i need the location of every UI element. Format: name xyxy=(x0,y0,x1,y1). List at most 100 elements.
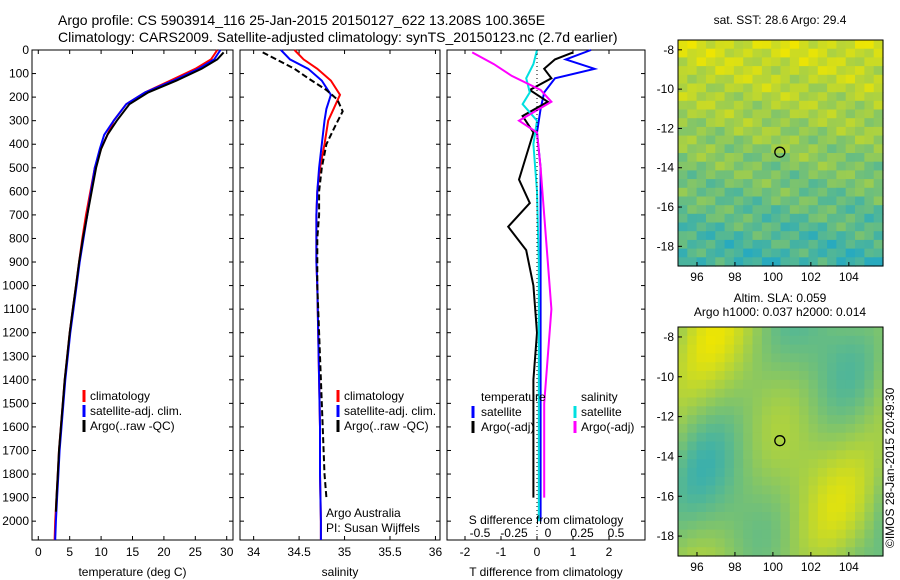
map-cell xyxy=(836,161,847,171)
map-cell xyxy=(733,547,744,557)
map-cell xyxy=(845,83,856,93)
map-cell xyxy=(752,406,763,416)
map-cell xyxy=(845,100,856,111)
map-cell xyxy=(845,538,856,548)
map-cell xyxy=(761,118,772,128)
map-cell xyxy=(687,109,698,119)
map-cell xyxy=(771,153,782,163)
map-cell xyxy=(743,144,754,154)
map-cell xyxy=(817,327,828,337)
map-cell xyxy=(743,397,754,407)
map-cell xyxy=(845,92,856,102)
map-cell xyxy=(752,144,763,154)
map-cell xyxy=(743,415,754,425)
map-cell xyxy=(771,538,782,548)
map-cell xyxy=(715,529,726,539)
map-cell xyxy=(724,92,735,102)
map-cell xyxy=(696,118,707,128)
map-cell xyxy=(761,520,772,531)
map-cell xyxy=(752,239,763,250)
map-cell xyxy=(696,109,707,119)
map-cell xyxy=(771,248,782,258)
map-cell xyxy=(817,450,828,460)
map-cell xyxy=(696,476,707,487)
map-cell xyxy=(827,512,837,522)
map-cell xyxy=(789,248,800,258)
legend-label: climatology xyxy=(344,389,404,403)
map-cell xyxy=(873,485,884,495)
map-cell xyxy=(780,432,791,443)
map-cell xyxy=(855,222,865,232)
map-cell xyxy=(715,459,726,469)
map-cell xyxy=(836,179,847,189)
map-cell xyxy=(706,231,716,241)
map-cell xyxy=(789,205,800,215)
map-cell xyxy=(873,213,884,224)
map-cell xyxy=(808,100,819,111)
map-cell xyxy=(864,196,875,206)
map-cell xyxy=(817,362,828,372)
map-cell xyxy=(864,170,875,180)
map-cell xyxy=(827,520,837,531)
map-cell xyxy=(696,196,707,206)
map-cell xyxy=(864,213,875,224)
map-cell xyxy=(733,406,744,416)
map-cell xyxy=(706,257,716,267)
map-cell xyxy=(733,205,744,215)
map-cell xyxy=(799,100,809,111)
map-cell xyxy=(855,92,865,102)
map-cell xyxy=(696,494,707,504)
top-tick-label: 0.5 xyxy=(608,526,625,540)
map-cell xyxy=(836,432,847,443)
map-cell xyxy=(724,40,735,50)
map-cell xyxy=(771,196,782,206)
map-cell xyxy=(687,415,698,425)
credit-text: ©IMOS 28-Jan-2015 20:49:30 xyxy=(883,387,897,548)
map-cell xyxy=(827,406,837,416)
map-cell xyxy=(752,467,763,478)
legend-left-title: temperature xyxy=(481,390,546,404)
map-cell xyxy=(808,144,819,154)
map-cell xyxy=(789,362,800,372)
map-cell xyxy=(715,485,726,495)
map-cell xyxy=(715,170,726,180)
map-cell xyxy=(743,92,754,102)
map-cell xyxy=(817,153,828,163)
map-cell xyxy=(687,547,698,557)
map-cell xyxy=(855,153,865,163)
map-cell xyxy=(687,467,698,478)
map-cell xyxy=(780,538,791,548)
map-cell xyxy=(733,423,744,434)
map-cell xyxy=(836,371,847,381)
map-cell xyxy=(808,432,819,443)
map-cell xyxy=(771,66,782,76)
map-cell xyxy=(678,494,688,504)
map-cell xyxy=(724,196,735,206)
map-cell xyxy=(808,74,819,85)
y-tick-label: 200 xyxy=(9,90,29,104)
map-cell xyxy=(733,109,744,119)
map-cell xyxy=(799,353,809,363)
map-cell xyxy=(724,467,735,478)
map-cell xyxy=(715,57,726,67)
map-cell xyxy=(696,57,707,67)
map-cell xyxy=(696,40,707,50)
map-cell xyxy=(715,441,726,451)
map-cell xyxy=(808,353,819,363)
map-cell xyxy=(687,397,698,407)
map-cell xyxy=(771,512,782,522)
map-cell xyxy=(855,512,865,522)
map-cell xyxy=(678,379,688,390)
map-cell xyxy=(678,467,688,478)
map-cell xyxy=(687,48,698,58)
map-cell xyxy=(715,187,726,198)
map-cell xyxy=(836,344,847,354)
map-cell xyxy=(752,231,763,241)
map-cell xyxy=(706,362,716,372)
map-cell xyxy=(873,153,884,163)
map-cell xyxy=(761,485,772,495)
map-cell xyxy=(780,353,791,363)
map-cell xyxy=(696,187,707,198)
map-cell xyxy=(733,126,744,137)
map-cell xyxy=(733,520,744,531)
